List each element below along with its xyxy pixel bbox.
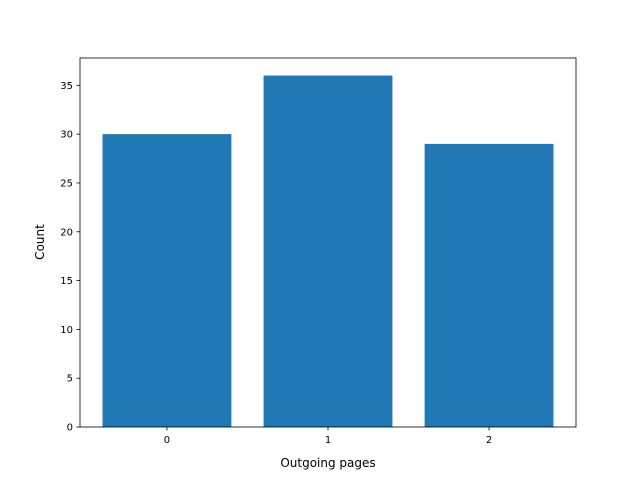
bar-2 [424, 143, 554, 427]
y-tick-label: 35 [60, 81, 73, 92]
y-tick-label: 25 [60, 178, 73, 189]
y-tick-label: 15 [60, 276, 73, 287]
y-axis-label: Count [33, 224, 47, 260]
y-tick-label: 0 [67, 423, 73, 434]
y-tick-label: 5 [67, 374, 73, 385]
bar-1 [263, 75, 393, 428]
x-tick-label: 0 [164, 435, 170, 446]
y-tick-label: 20 [60, 227, 73, 238]
x-axis-label: Outgoing pages [280, 456, 375, 470]
y-tick-label: 10 [60, 325, 73, 336]
bar-0 [102, 134, 232, 427]
x-tick-label: 1 [325, 435, 331, 446]
x-tick-label: 2 [486, 435, 492, 446]
y-tick-label: 30 [60, 130, 73, 141]
